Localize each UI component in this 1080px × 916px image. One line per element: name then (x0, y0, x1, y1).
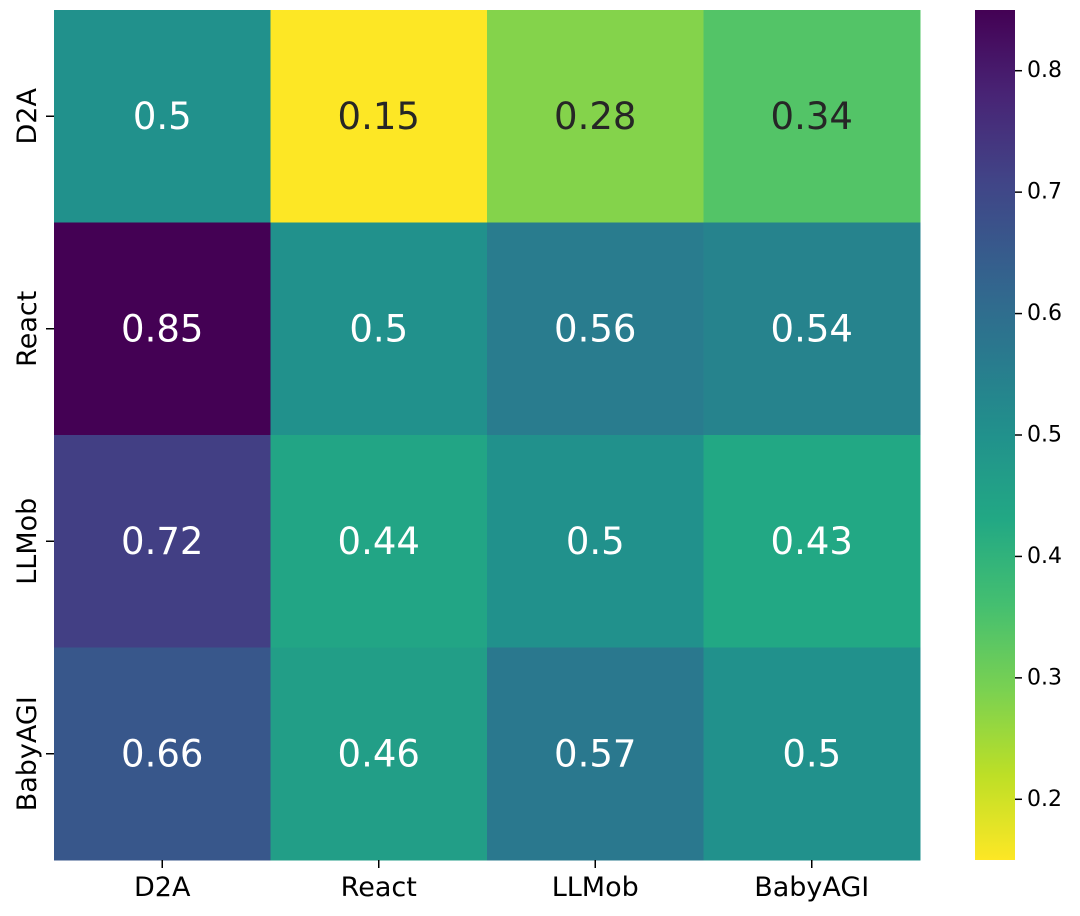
colorbar-tick-label: 0.5 (1027, 423, 1062, 448)
cell-annotation: 0.56 (554, 307, 636, 350)
colorbar-tick-label: 0.8 (1027, 58, 1062, 83)
heatmap-cell-babyagi-react (270, 647, 488, 861)
heatmap-cell-babyagi-babyagi (703, 647, 921, 861)
heatmap-cell-react-react (270, 222, 488, 436)
cell-annotation: 0.44 (338, 520, 420, 563)
cell-annotation: 0.85 (121, 307, 203, 350)
cell-annotation: 0.57 (554, 732, 636, 775)
cell-annotation: 0.66 (121, 732, 203, 775)
y-tick-label: D2A (12, 88, 43, 145)
x-tick-label: LLMob (552, 872, 639, 903)
y-tick-label: React (12, 291, 43, 367)
colorbar-tick-label: 0.2 (1027, 787, 1062, 812)
cell-annotation: 0.28 (554, 95, 636, 138)
colorbar: 0.2 0.3 0.4 0.5 0.6 0.7 0.8 (975, 10, 1062, 860)
cell-annotation: 0.43 (771, 520, 853, 563)
x-tick-label: BabyAGI (754, 872, 869, 903)
cell-annotation: 0.34 (771, 95, 853, 138)
heatmap-cell-d2a-react (270, 10, 488, 223)
x-tick-label: React (341, 872, 417, 903)
y-tick-label: BabyAGI (12, 696, 43, 811)
heatmap-cells (54, 10, 921, 861)
cell-annotation: 0.5 (349, 307, 408, 350)
x-axis: D2A React LLMob BabyAGI (134, 860, 869, 903)
heatmap-cell-react-d2a (54, 222, 271, 436)
heatmap-cell-babyagi-llmob (487, 647, 704, 861)
y-tick-label: LLMob (12, 498, 43, 585)
cell-annotation: 0.54 (771, 307, 853, 350)
colorbar-tick-label: 0.7 (1027, 180, 1062, 205)
heatmap-cell-react-llmob (487, 222, 704, 436)
cell-annotation: 0.5 (133, 95, 192, 138)
heatmap-cell-llmob-llmob (487, 435, 704, 648)
heatmap-cell-llmob-babyagi (703, 435, 921, 648)
cell-annotation: 0.5 (566, 520, 625, 563)
colorbar-tick-label: 0.4 (1027, 544, 1062, 569)
cell-annotation: 0.5 (782, 732, 841, 775)
heatmap-cell-llmob-react (270, 435, 488, 648)
colorbar-gradient (975, 10, 1015, 860)
x-tick-label: D2A (134, 872, 191, 903)
heatmap-cell-babyagi-d2a (54, 647, 271, 861)
heatmap-cell-d2a-babyagi (703, 10, 921, 223)
cell-annotation: 0.15 (338, 95, 420, 138)
heatmap-cell-d2a-llmob (487, 10, 704, 223)
cell-annotation: 0.46 (338, 732, 420, 775)
colorbar-tick-label: 0.6 (1027, 301, 1062, 326)
colorbar-tick-label: 0.3 (1027, 665, 1062, 690)
heatmap-cell-d2a-d2a (54, 10, 271, 223)
y-axis: D2A React LLMob BabyAGI (12, 88, 54, 811)
heatmap-annotations: 0.5 0.15 0.28 0.34 0.85 0.5 0.56 0.54 0.72 0.44 0.… (121, 95, 853, 776)
heatmap-cell-llmob-d2a (54, 435, 271, 648)
cell-annotation: 0.72 (121, 520, 203, 563)
heatmap-cell-react-babyagi (703, 222, 921, 436)
